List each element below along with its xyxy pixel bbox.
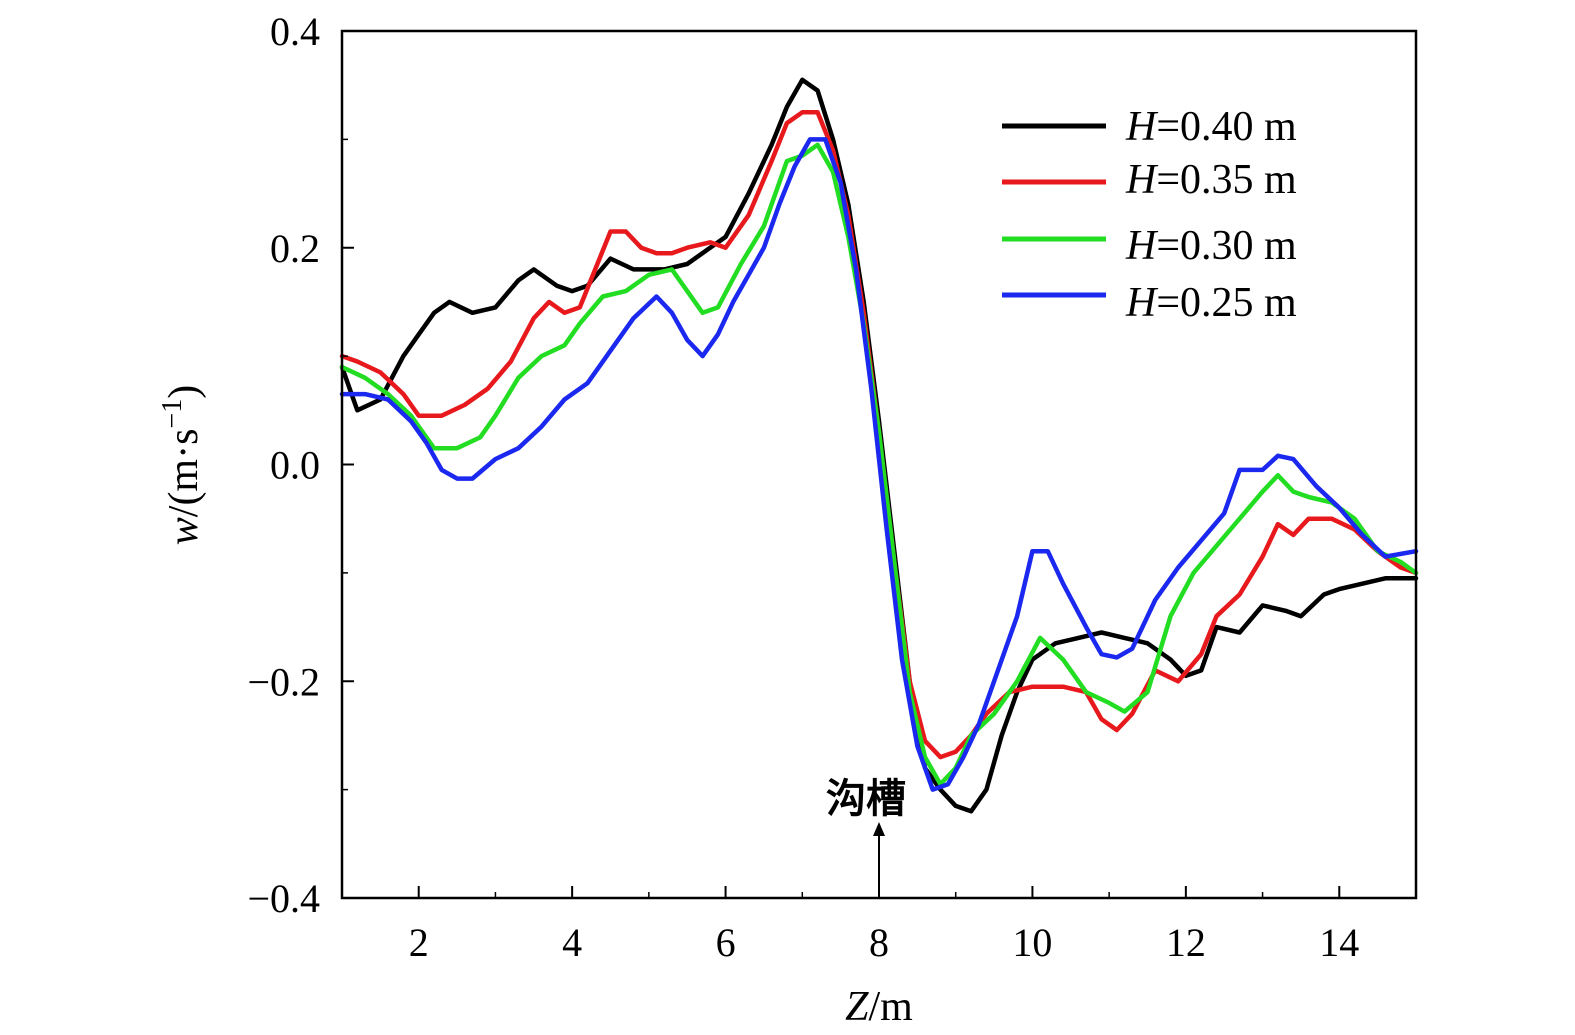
x-tick-label: 6: [716, 920, 736, 965]
legend-label-3: H=0.30 m: [1125, 223, 1297, 269]
legend-item-1: H=0.40 m: [1002, 104, 1297, 150]
series-line-4: [339, 137, 1419, 792]
series-layer: [339, 77, 1419, 814]
annotation-label: 沟槽: [826, 776, 906, 822]
y-tick-label: −0.4: [247, 876, 320, 921]
y-axis-exponent: −1: [157, 399, 188, 429]
x-tick-label: 14: [1319, 920, 1359, 965]
legend-label-1: H=0.40 m: [1125, 104, 1297, 150]
groove-annotation: 沟槽: [826, 776, 906, 898]
series-line-3: [339, 142, 1419, 787]
legend-item-4: H=0.25 m: [1002, 280, 1297, 326]
legend-item-2: H=0.35 m: [1002, 157, 1297, 203]
y-axis-unit: /(m·s: [161, 429, 207, 518]
legend-item-3: H=0.30 m: [1002, 223, 1297, 269]
x-tick-label: 2: [409, 920, 429, 965]
x-tick-label: 12: [1166, 920, 1206, 965]
y-axis-var: w: [161, 517, 207, 545]
x-tick-label: 4: [562, 920, 582, 965]
x-axis-var: Z: [845, 984, 869, 1030]
y-tick-label: −0.2: [247, 659, 320, 704]
y-tick-label: 0.2: [270, 226, 320, 271]
x-tick-label: 10: [1012, 920, 1052, 965]
y-axis-close: ): [161, 385, 207, 399]
y-axis-title: w/(m·s−1): [157, 385, 207, 545]
ticks-layer: 2 4 6 8 10 12 14 −0.4 −0.2 0.0 0.2 0.4: [247, 9, 1417, 965]
annotation-arrow-head: [873, 822, 885, 836]
x-tick-label: 8: [869, 920, 889, 965]
x-axis-unit: /m: [869, 984, 914, 1030]
legend-label-2: H=0.35 m: [1125, 157, 1297, 203]
y-tick-label: 0.0: [270, 443, 320, 488]
x-axis-title: Z/m: [845, 984, 913, 1030]
y-tick-label: 0.4: [270, 9, 320, 54]
legend: H=0.40 m H=0.35 m H=0.30 m H=0.25 m: [1002, 104, 1297, 326]
legend-label-4: H=0.25 m: [1125, 280, 1297, 326]
